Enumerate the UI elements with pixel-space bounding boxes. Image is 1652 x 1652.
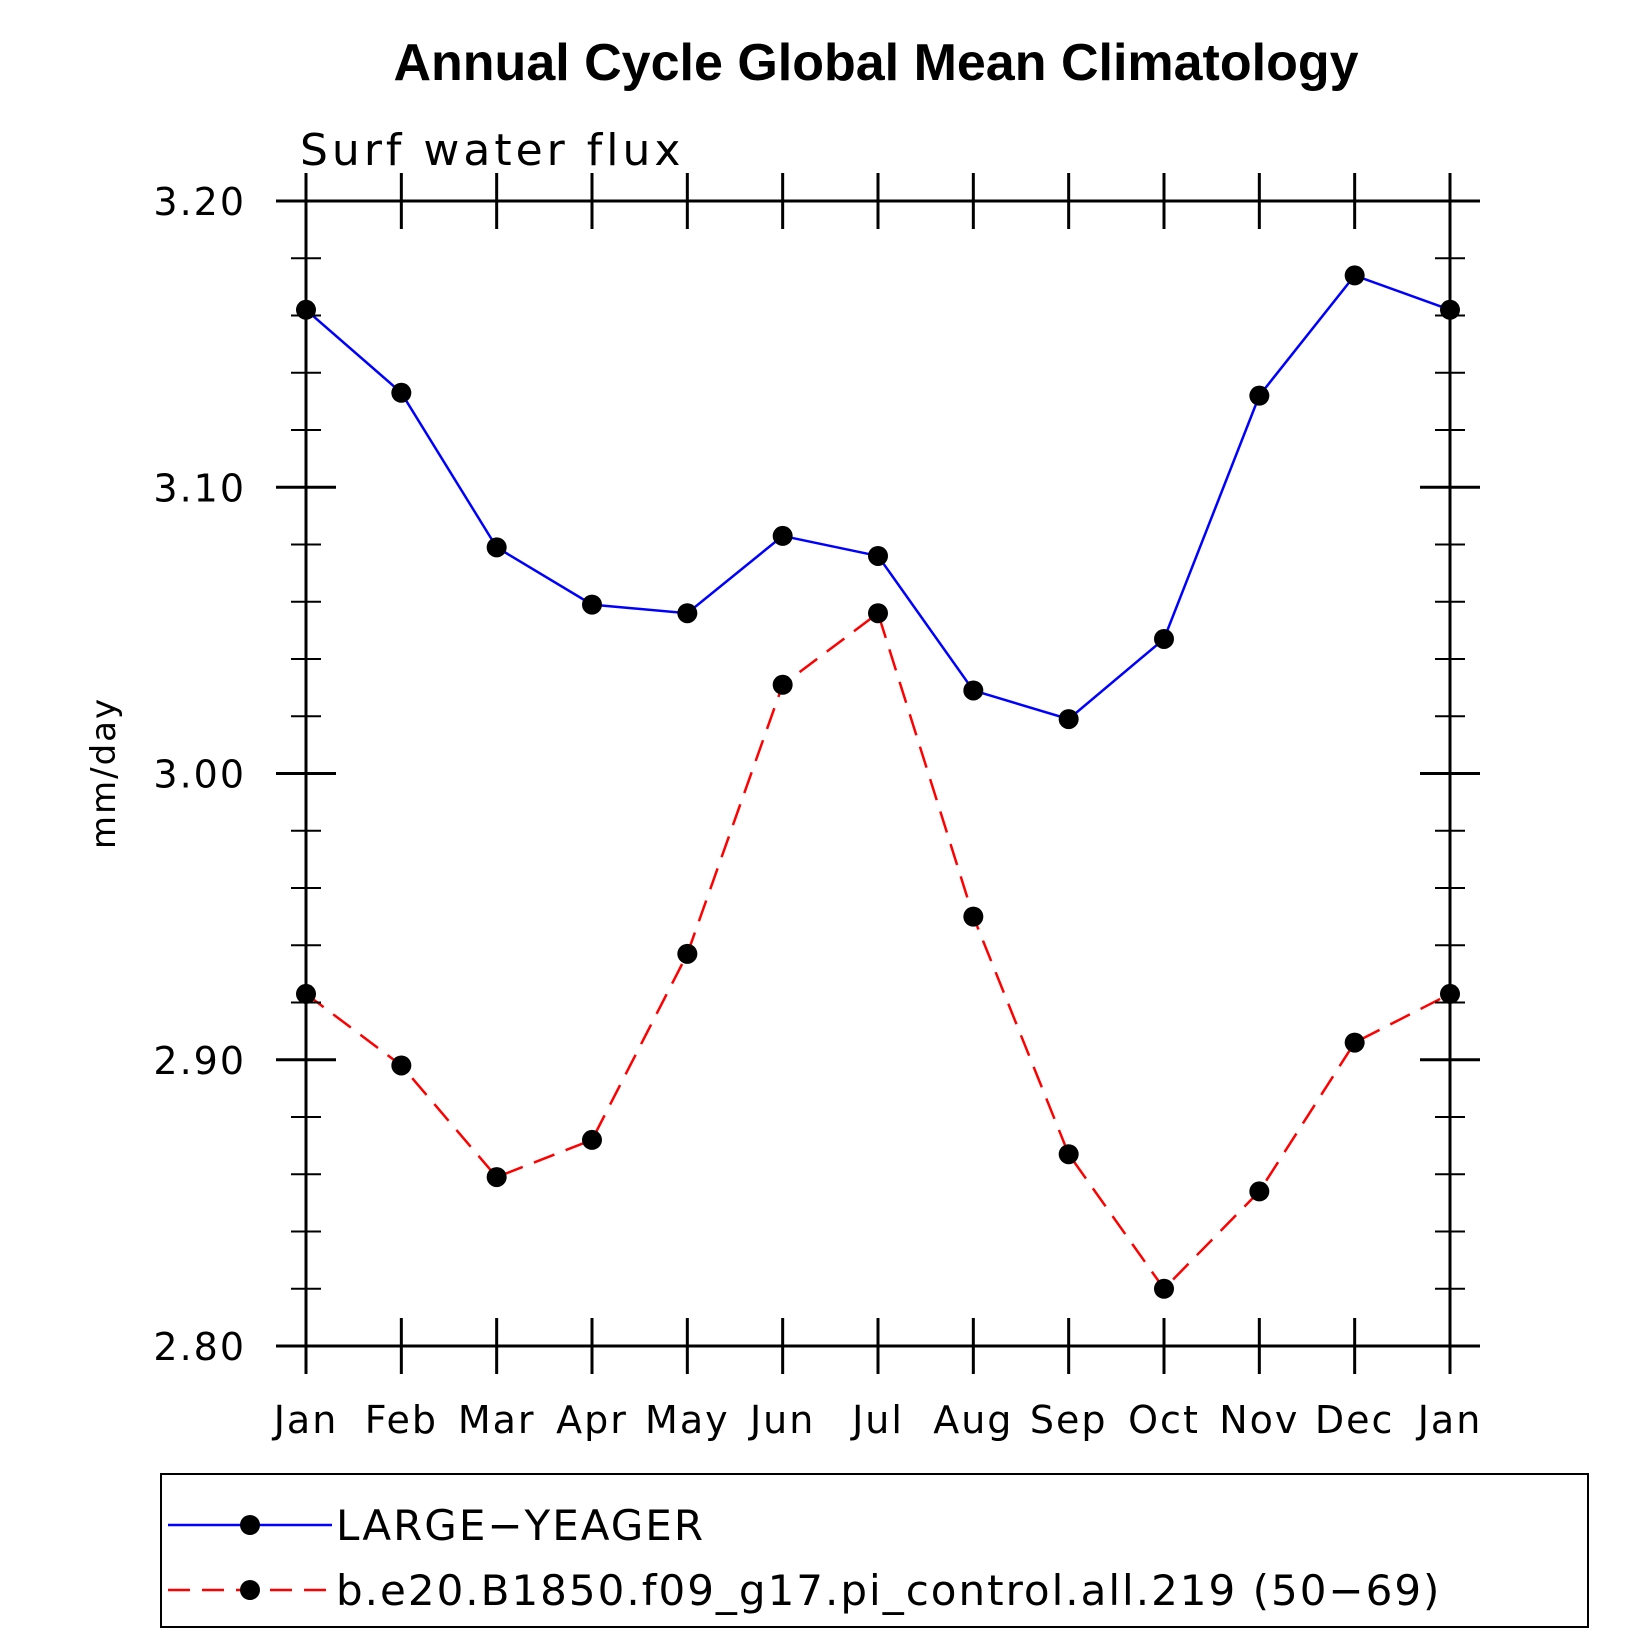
x-tick-label: Apr xyxy=(556,1398,628,1442)
x-tick-label: Aug xyxy=(933,1398,1013,1442)
data-point xyxy=(1058,1144,1079,1165)
data-point xyxy=(1344,1032,1365,1053)
y-tick-label: 2.80 xyxy=(153,1325,246,1369)
x-tick-label: Feb xyxy=(365,1398,438,1442)
data-point xyxy=(1154,1278,1174,1299)
y-tick-label: 3.10 xyxy=(153,466,246,510)
x-tick-label: Jul xyxy=(850,1398,904,1442)
data-point xyxy=(1249,385,1270,406)
data-point xyxy=(772,525,793,546)
x-tick-label: Jan xyxy=(272,1398,339,1442)
data-point xyxy=(677,943,698,964)
data-point xyxy=(963,680,984,701)
data-point xyxy=(391,1055,412,1076)
data-point xyxy=(868,545,888,566)
series-line xyxy=(305,273,1451,721)
data-point xyxy=(486,1167,507,1188)
series-layer xyxy=(296,265,1460,1299)
x-tick-label: Jun xyxy=(748,1398,815,1442)
x-tick-label: Mar xyxy=(458,1398,536,1442)
legend-label: b.e20.B1850.f09_g17.pi_control.all.219 (… xyxy=(336,1566,1441,1615)
data-point xyxy=(1344,265,1365,286)
data-point xyxy=(1249,1181,1270,1202)
data-point xyxy=(391,382,412,403)
y-axis-label: mm/day xyxy=(84,697,124,849)
series-line xyxy=(305,611,1451,1291)
x-tick-label: Jan xyxy=(1416,1398,1483,1442)
chart-title: Annual Cycle Global Mean Climatology xyxy=(393,34,1358,92)
legend-marker xyxy=(240,1580,260,1600)
legend-marker xyxy=(240,1515,260,1535)
data-point xyxy=(677,603,698,624)
y-tick-label: 3.00 xyxy=(153,753,246,797)
x-tick-label: Dec xyxy=(1315,1398,1395,1442)
x-tick-label: Oct xyxy=(1128,1398,1200,1442)
chart-subtitle: Surf water flux xyxy=(300,125,684,176)
data-point xyxy=(772,674,793,695)
axes: Jan Feb Mar Apr May Jun Jul Aug Sep Oct Nov Dec Jan 2… xyxy=(153,173,1483,1442)
data-point xyxy=(868,603,888,624)
legend-label: LARGE−YEAGER xyxy=(336,1501,705,1550)
y-tick-label: 2.90 xyxy=(153,1039,246,1083)
x-tick-label: May xyxy=(645,1398,730,1442)
legend-box xyxy=(160,1473,1589,1628)
legend: LARGE−YEAGER b.e20.B1850.f09_g17.pi_contr… xyxy=(168,1501,1441,1615)
data-point xyxy=(1058,709,1079,730)
x-tick-label: Sep xyxy=(1030,1398,1108,1442)
x-tick-label: Nov xyxy=(1219,1398,1299,1442)
data-point xyxy=(582,594,602,615)
data-point xyxy=(582,1129,602,1150)
y-tick-label: 3.20 xyxy=(153,180,246,224)
data-point xyxy=(963,906,984,927)
data-point xyxy=(486,537,507,558)
data-point xyxy=(1154,628,1174,649)
